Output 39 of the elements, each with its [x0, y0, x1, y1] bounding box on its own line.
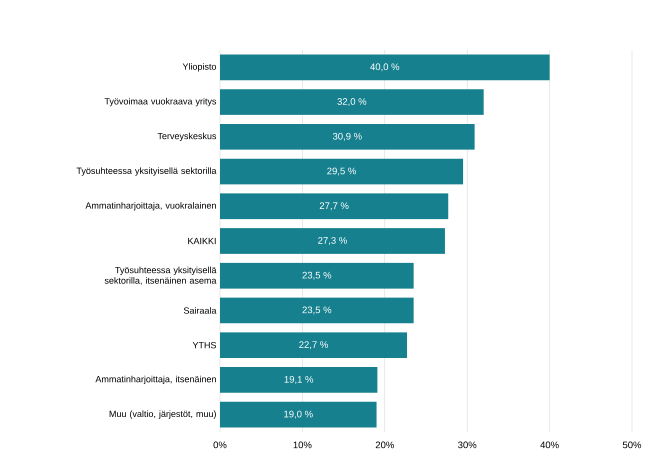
data-label: 27,7 %: [320, 202, 349, 210]
data-label: 23,5 %: [302, 306, 332, 314]
bar: [220, 228, 445, 254]
x-tick-label: 0%: [214, 442, 227, 448]
bar: [220, 262, 414, 289]
y-tick-label: Työsuhteessa yksityisellä sektorilla: [76, 167, 216, 176]
data-label: 40,0 %: [370, 63, 400, 72]
y-tick-label: Ammatinharjoittaja, vuokralainen: [85, 202, 216, 210]
y-tick-label: Yliopisto: [182, 63, 216, 72]
data-label: 19,1 %: [284, 376, 314, 384]
bar: [220, 89, 484, 115]
y-tick-label: Ammatinharjoittaja, itsenäinen: [95, 376, 216, 384]
bar: [220, 124, 475, 150]
data-label: 30,9 %: [332, 132, 362, 141]
bar: [220, 332, 408, 358]
y-tick-label: Työsuhteessa yksityisellä sektorilla, itsenäinen asema: [104, 266, 216, 285]
bar: [220, 402, 377, 428]
y-tick-label: Terveyskeskus: [158, 132, 216, 142]
y-tick-label: Muu (valtio, järjestöt, muu): [110, 410, 216, 419]
bar: [220, 193, 448, 220]
data-label: 29,5 %: [327, 168, 356, 176]
x-tick-label: 10%: [294, 442, 312, 448]
bar: [220, 158, 464, 184]
x-tick-label: 40%: [540, 442, 559, 448]
data-label: 22,7 %: [299, 341, 328, 350]
bar: [220, 367, 378, 393]
y-tick-label: KAIKKI: [188, 238, 216, 244]
x-tick-label: 50%: [622, 442, 642, 448]
bar: [220, 54, 550, 80]
y-tick-label: YTHS: [192, 342, 216, 348]
bar: [220, 298, 414, 324]
data-label: 32,0 %: [337, 98, 366, 106]
data-label: 27,3 %: [318, 237, 347, 245]
data-label: 19,0 %: [284, 410, 313, 419]
y-tick-label: Työvoimaa vuokraava yritys: [104, 98, 216, 106]
x-tick-label: 30%: [458, 442, 476, 448]
x-tick-label: 20%: [376, 442, 394, 448]
data-label: 23,5 %: [302, 272, 332, 280]
y-tick-label: Sairaala: [184, 307, 216, 314]
